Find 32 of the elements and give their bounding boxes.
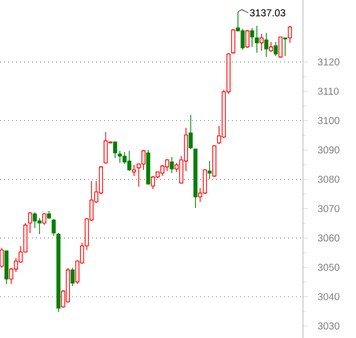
candlestick — [274, 42, 278, 56]
candlestick — [231, 28, 236, 54]
candlestick — [260, 34, 264, 52]
candlestick — [70, 267, 75, 286]
candlestick — [269, 42, 274, 52]
y-tick-label: 3110 — [318, 88, 339, 95]
y-tick-label: 3080 — [318, 176, 340, 183]
y-tick-label: 3090 — [318, 146, 340, 154]
candlestick — [250, 27, 254, 48]
candlestick — [132, 164, 136, 176]
y-tick-label: 3050 — [318, 264, 340, 271]
candlestick — [245, 30, 250, 48]
candlestick — [264, 32, 268, 58]
candlestick — [28, 212, 32, 234]
candlestick — [113, 141, 118, 158]
annotation: 3137.03 — [250, 9, 286, 16]
y-tick-label: 3030 — [318, 322, 340, 330]
candlestick — [188, 114, 193, 150]
candlestick — [254, 25, 259, 54]
candlestick — [52, 218, 56, 236]
candlestick — [170, 156, 174, 174]
y-tick-label: 3100 — [318, 117, 340, 124]
y-tick-label: 3120 — [318, 58, 340, 66]
y-tick-label: 3070 — [318, 205, 340, 212]
candlestick — [208, 160, 212, 180]
candlestick — [42, 212, 46, 226]
y-tick-label: 3060 — [318, 234, 340, 242]
candlestick — [278, 36, 282, 58]
candlestick — [283, 37, 288, 56]
candlestick — [0, 248, 4, 268]
y-tick-label: 3040 — [318, 293, 340, 300]
candlestick — [288, 25, 292, 44]
